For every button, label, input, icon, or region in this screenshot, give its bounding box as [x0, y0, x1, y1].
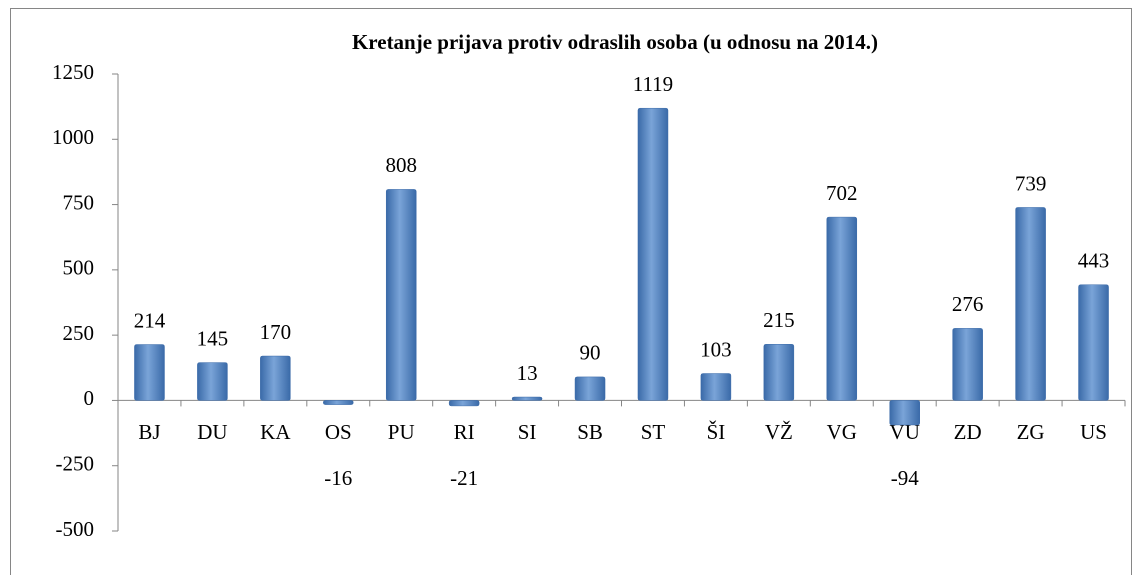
x-tick-label: SI: [518, 420, 537, 444]
y-tick-label: -250: [56, 452, 95, 476]
bar: [134, 344, 165, 401]
data-label: 13: [517, 361, 538, 385]
x-tick-label: OS: [325, 420, 352, 444]
x-tick-label: BJ: [138, 420, 160, 444]
y-tick-label: 1250: [52, 60, 94, 84]
data-label: -16: [324, 466, 352, 490]
bar: [889, 400, 920, 426]
data-label: 739: [1015, 171, 1047, 195]
data-label: 443: [1078, 249, 1110, 273]
bar: [700, 373, 732, 401]
y-tick-label: 250: [63, 321, 95, 345]
y-tick-label: 1000: [52, 125, 94, 149]
x-tick-label: VŽ: [765, 420, 793, 444]
bar: [385, 189, 417, 401]
data-label: 145: [197, 326, 229, 350]
x-tick-label: US: [1080, 420, 1107, 444]
bar: [323, 400, 354, 405]
data-label: 170: [260, 320, 292, 344]
data-label: 702: [826, 181, 858, 205]
x-tick-label: ZD: [954, 420, 982, 444]
x-tick-label: ŠI: [707, 420, 726, 444]
data-label: -21: [450, 466, 478, 490]
data-label: 90: [580, 341, 601, 365]
chart-border: [10, 8, 1132, 575]
bar: [826, 216, 858, 401]
bar: [637, 107, 669, 401]
bar: [511, 396, 543, 401]
y-tick-label: -500: [56, 517, 95, 541]
x-tick-label: KA: [260, 420, 291, 444]
data-label: -94: [891, 466, 919, 490]
y-tick-label: 750: [63, 190, 95, 214]
x-tick-label: RI: [454, 420, 475, 444]
bar: [1078, 284, 1109, 401]
data-label: 103: [700, 337, 732, 361]
y-tick-label: 0: [84, 386, 95, 410]
x-tick-label: PU: [388, 420, 415, 444]
bar: [574, 376, 606, 401]
data-label: 214: [134, 308, 166, 332]
bar: [763, 344, 795, 401]
bar: [197, 362, 228, 401]
bar: [952, 328, 983, 401]
x-tick-label: SB: [577, 420, 603, 444]
data-label: 276: [952, 292, 984, 316]
x-tick-label: ST: [641, 420, 666, 444]
data-label: 808: [385, 153, 417, 177]
x-tick-label: DU: [197, 420, 227, 444]
y-tick-label: 500: [63, 256, 95, 280]
bar: [448, 400, 480, 407]
bar: [1015, 207, 1046, 401]
bar: [260, 355, 291, 401]
x-tick-label: ZG: [1017, 420, 1045, 444]
chart-title: Kretanje prijava protiv odraslih osoba (…: [352, 30, 878, 54]
x-tick-label: VG: [827, 420, 857, 444]
data-label: 1119: [633, 72, 673, 96]
data-label: 215: [763, 308, 795, 332]
